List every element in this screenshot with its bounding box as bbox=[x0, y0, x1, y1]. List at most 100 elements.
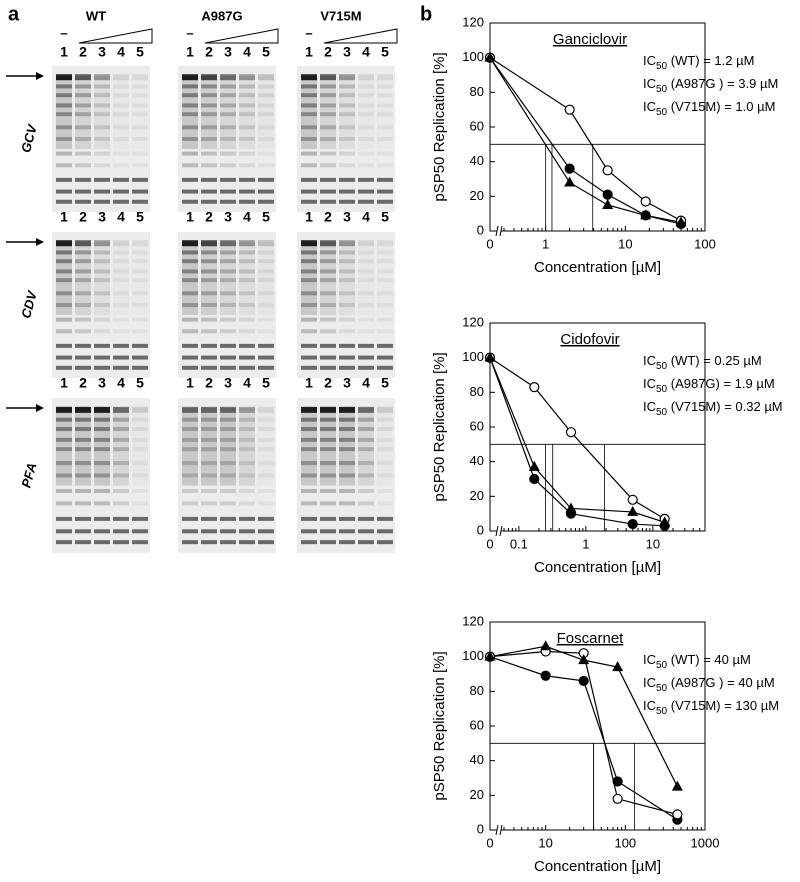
gel-band bbox=[239, 489, 255, 493]
gel-band bbox=[320, 84, 336, 89]
gel-band bbox=[358, 93, 374, 98]
gel-band bbox=[56, 406, 72, 413]
lane-number: 1 bbox=[60, 375, 68, 391]
gel-band bbox=[258, 303, 274, 307]
ic50-annotation: IC50 (WT) = 1.2 µM bbox=[643, 53, 754, 71]
gel-band bbox=[56, 84, 72, 89]
gel-band bbox=[56, 303, 72, 307]
gel-band bbox=[320, 303, 336, 307]
gel-band bbox=[377, 437, 393, 442]
gel-band bbox=[94, 365, 110, 370]
gel bbox=[52, 398, 150, 553]
gel-band bbox=[220, 489, 236, 493]
dose-wedge bbox=[204, 28, 279, 44]
gel-smear bbox=[182, 242, 198, 315]
gel-band bbox=[320, 501, 336, 506]
gel-band bbox=[339, 291, 355, 296]
gel-band bbox=[75, 250, 91, 255]
gel-band bbox=[220, 151, 236, 156]
gel-band bbox=[94, 417, 110, 422]
gel-band bbox=[56, 529, 72, 534]
x-tick-label: 0.1 bbox=[510, 536, 528, 551]
ic50-text: (A987G ) = 3.9 µM bbox=[667, 76, 778, 91]
ic50-text: (WT) = 1.2 µM bbox=[667, 53, 754, 68]
gel-band bbox=[339, 250, 355, 255]
gel-band bbox=[94, 317, 110, 322]
gel-band bbox=[258, 125, 274, 130]
gel-band bbox=[377, 93, 393, 98]
gel-band bbox=[220, 137, 236, 141]
gel-band bbox=[201, 199, 217, 204]
gel-smear bbox=[56, 408, 72, 486]
arrow-head bbox=[36, 404, 44, 412]
gel-band bbox=[75, 501, 91, 506]
gel-band bbox=[182, 516, 198, 521]
arrow-head bbox=[36, 72, 44, 80]
lane-number: 3 bbox=[98, 44, 106, 60]
gel-band bbox=[113, 540, 129, 545]
ic50-text: (A987G ) = 40 µM bbox=[667, 675, 775, 690]
gel-band bbox=[339, 540, 355, 545]
gel-band bbox=[56, 137, 72, 141]
gel-band bbox=[220, 74, 236, 81]
y-tick-label: 0 bbox=[477, 222, 484, 237]
gel-band bbox=[301, 437, 317, 442]
gel-band bbox=[358, 240, 374, 247]
gel-band bbox=[94, 93, 110, 98]
ic50-annotation: IC50 (V715M) = 1.0 µM bbox=[643, 99, 775, 117]
axis-break bbox=[495, 525, 499, 537]
gel-band bbox=[220, 291, 236, 296]
gel-band bbox=[220, 355, 236, 360]
gel-band bbox=[132, 278, 148, 283]
gel-band bbox=[339, 473, 355, 478]
gel-band bbox=[358, 447, 374, 452]
gel-band bbox=[377, 269, 393, 274]
lane-number: 4 bbox=[117, 44, 125, 60]
gel-band bbox=[339, 355, 355, 360]
untreated-label: – bbox=[186, 25, 193, 40]
gel-band bbox=[358, 163, 374, 168]
dose-wedge bbox=[323, 28, 398, 44]
gel-band bbox=[132, 151, 148, 156]
gel-smear bbox=[358, 242, 374, 315]
gel-band bbox=[320, 489, 336, 493]
gel-band bbox=[239, 291, 255, 296]
gel-band bbox=[301, 529, 317, 534]
gel-band bbox=[258, 461, 274, 466]
gel-band bbox=[94, 461, 110, 466]
gel-band bbox=[358, 74, 374, 81]
gel-smear bbox=[320, 242, 336, 315]
y-tick-label: 80 bbox=[470, 84, 484, 99]
gel-band bbox=[94, 529, 110, 534]
gel-band bbox=[182, 189, 198, 194]
gel-band bbox=[239, 278, 255, 283]
gel-band bbox=[56, 501, 72, 506]
lane-number: 5 bbox=[262, 44, 270, 60]
gel-band bbox=[132, 103, 148, 108]
gel-band bbox=[113, 125, 129, 130]
gel-band bbox=[75, 291, 91, 296]
gel-band bbox=[94, 329, 110, 334]
gel-band bbox=[377, 343, 393, 348]
x-tick-label: 1000 bbox=[691, 835, 720, 850]
marker bbox=[528, 460, 540, 471]
gel-band bbox=[182, 489, 198, 493]
lane-number: 2 bbox=[79, 375, 87, 391]
gel-band bbox=[301, 516, 317, 521]
gel-smear bbox=[377, 408, 393, 486]
gel-band bbox=[339, 151, 355, 156]
gel-band bbox=[132, 365, 148, 370]
gel-band bbox=[94, 240, 110, 247]
gel-band bbox=[377, 540, 393, 545]
panel-label: b bbox=[420, 3, 432, 25]
gel-band bbox=[301, 317, 317, 322]
gel-band bbox=[94, 278, 110, 283]
lane-number: 4 bbox=[243, 44, 251, 60]
gel-band bbox=[94, 84, 110, 89]
gel-band bbox=[182, 240, 198, 247]
gel-band bbox=[220, 269, 236, 274]
marker bbox=[565, 427, 577, 438]
gel-band bbox=[201, 103, 217, 108]
gel-band bbox=[258, 516, 274, 521]
gel-band bbox=[377, 74, 393, 81]
